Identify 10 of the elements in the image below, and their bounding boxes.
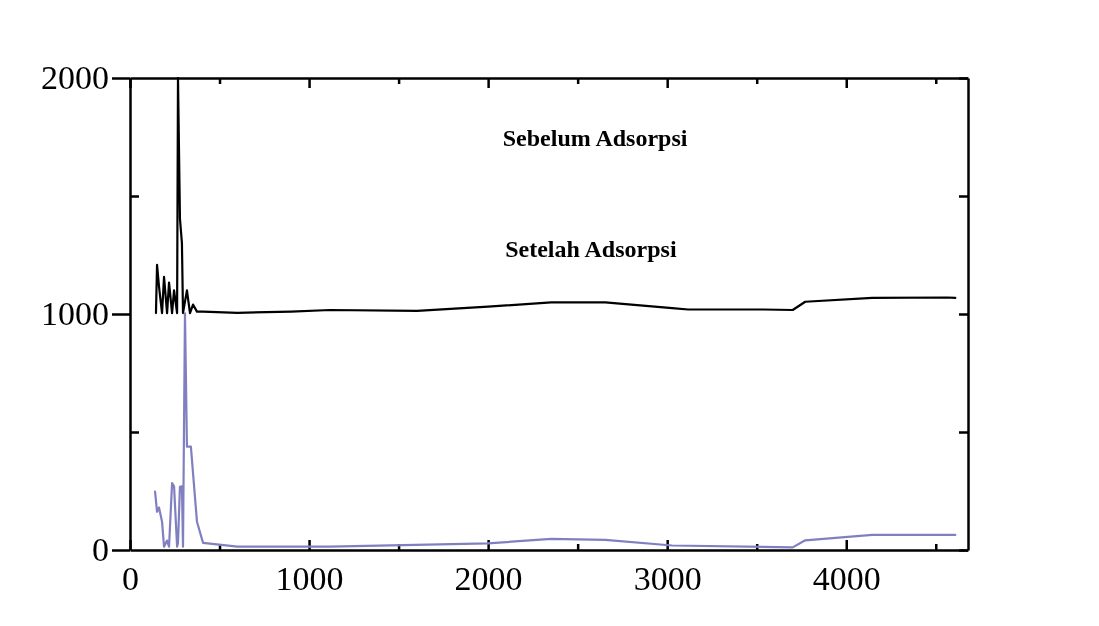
x-tick-label: 2000	[454, 560, 523, 598]
x-tick-label: 0	[122, 560, 139, 598]
annotation: Sebelum Adsorpsi	[502, 125, 688, 152]
x-tick-label: 4000	[812, 560, 881, 598]
x-tick-label: 3000	[633, 560, 702, 598]
y-tick-label: 0	[92, 531, 109, 569]
y-tick-label: 2000	[41, 59, 109, 97]
y-tick-label: 1000	[41, 295, 109, 333]
annotation: Setelah Adsorpsi	[505, 236, 677, 263]
x-tick-label: 1000	[275, 560, 344, 598]
